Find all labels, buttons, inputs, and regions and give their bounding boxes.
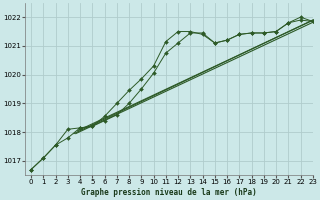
X-axis label: Graphe pression niveau de la mer (hPa): Graphe pression niveau de la mer (hPa) (81, 188, 257, 197)
